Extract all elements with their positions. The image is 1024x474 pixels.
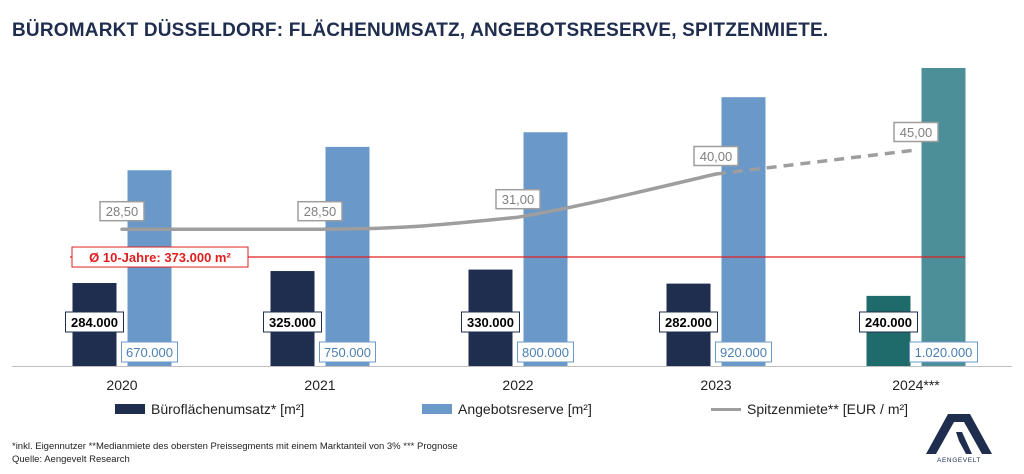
angebot-label-box-4: [909, 341, 978, 363]
legend-swatch-angebot: [422, 404, 452, 414]
umsatz-label-box-1: [263, 311, 322, 333]
umsatz-label-3: 282.000: [665, 315, 712, 330]
umsatz-label-box-3: [659, 311, 718, 333]
x-tick-label-3: 2023: [700, 377, 731, 393]
rent-label-box-0: [99, 200, 145, 222]
rent-label-box-2: [495, 188, 541, 210]
reference-label-box: [71, 246, 249, 268]
umsatz-label-box-4: [859, 311, 918, 333]
logo-icon: [926, 414, 992, 454]
legend-label-angebot: Angebotsreserve [m²]: [458, 401, 592, 417]
bar-angebot-0: [127, 170, 172, 366]
legend: Büroflächenumsatz* [m²] Angebotsreserve …: [0, 401, 1024, 421]
rent-label-box-3: [693, 145, 739, 167]
logo-text: AENGEVELT: [937, 457, 981, 464]
umsatz-label-box-2: [461, 311, 520, 333]
umsatz-label-box-0: [65, 311, 124, 333]
footnote: *inkl. Eigennutzer **Medianmiete des obe…: [12, 440, 458, 466]
rent-label-3: 40,00: [700, 149, 733, 164]
angebot-label-3: 920.000: [720, 345, 767, 360]
company-logo: AENGEVELT: [918, 408, 1000, 468]
legend-item-miete: Spitzenmiete** [EUR / m²]: [711, 401, 908, 417]
umsatz-label-0: 284.000: [71, 315, 118, 330]
x-tick-label-1: 2021: [304, 377, 335, 393]
angebot-label-box-2: [517, 341, 574, 363]
angebot-label-box-3: [715, 341, 772, 363]
rent-label-box-1: [297, 200, 343, 222]
umsatz-label-2: 330.000: [467, 315, 514, 330]
x-tick-label-2: 2022: [502, 377, 533, 393]
rent-label-box-4: [893, 121, 939, 143]
umsatz-label-1: 325.000: [269, 315, 316, 330]
angebot-label-0: 670.000: [126, 345, 173, 360]
legend-item-umsatz: Büroflächenumsatz* [m²]: [115, 401, 304, 417]
angebot-label-box-0: [121, 341, 178, 363]
angebot-label-4: 1.020.000: [915, 345, 973, 360]
bar-angebot-2: [523, 132, 568, 366]
rent-label-4: 45,00: [900, 125, 933, 140]
rent-label-2: 31,00: [502, 192, 535, 207]
x-tick-label-0: 2020: [106, 377, 137, 393]
legend-line-miete: [711, 407, 741, 411]
footnote-line-1: *inkl. Eigennutzer **Medianmiete des obe…: [12, 441, 458, 452]
umsatz-label-4: 240.000: [865, 315, 912, 330]
legend-swatch-umsatz: [115, 404, 145, 414]
rent-label-0: 28,50: [106, 204, 139, 219]
legend-label-umsatz: Büroflächenumsatz* [m²]: [151, 401, 305, 417]
angebot-label-2: 800.000: [522, 345, 569, 360]
rent-line: [120, 172, 718, 231]
legend-item-angebot: Angebotsreserve [m²]: [422, 401, 592, 417]
angebot-label-1: 750.000: [324, 345, 371, 360]
reference-label: Ø 10-Jahre: 373.000 m²: [89, 250, 231, 265]
rent-label-1: 28,50: [304, 204, 337, 219]
chart-title: BÜROMARKT DÜSSELDORF: FLÄCHENUMSATZ, ANG…: [12, 20, 829, 41]
bar-angebot-4: [921, 67, 966, 366]
bar-angebot-3: [721, 97, 766, 366]
chart-area: Ø 10-Jahre: 373.000 m² 28,50 28,50 31,00 40,…: [12, 67, 1012, 393]
footnote-source: Quelle: Aengevelt Research: [12, 454, 130, 465]
x-tick-label-4: 2024***: [892, 377, 940, 393]
legend-label-miete: Spitzenmiete** [EUR / m²]: [747, 401, 909, 417]
angebot-label-box-1: [319, 341, 376, 363]
